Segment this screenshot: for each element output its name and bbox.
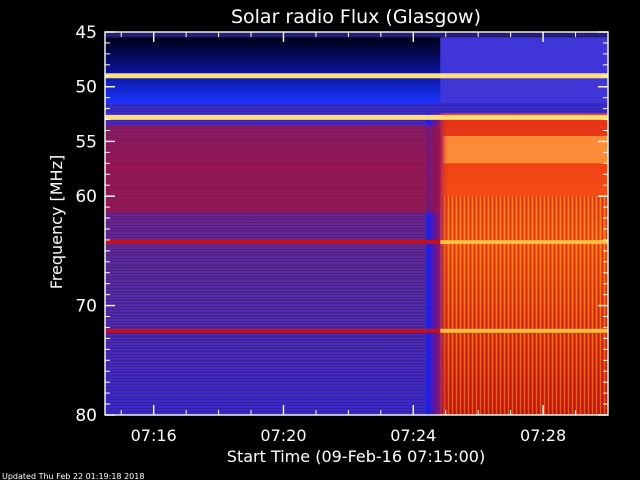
y-axis-label: Frequency [MHz] [47, 155, 66, 289]
burst-fine-structure [440, 196, 608, 415]
quiet-band-left [105, 37, 441, 104]
axes: 07:16 07:20 07:24 07:28 45 50 55 60 70 80 [75, 23, 609, 445]
quiet-band-right [440, 37, 608, 104]
interference-band-hot-3 [440, 240, 608, 245]
y-tick-label: 45 [75, 23, 97, 43]
x-axis-label: Start Time (09-Feb-16 07:15:00) [227, 447, 485, 466]
y-tick-label: 50 [75, 78, 97, 98]
chart-title: Solar radio Flux (Glasgow) [231, 6, 481, 28]
updated-footer: Updated Thu Feb 22 01:19:18 2018 [2, 472, 144, 480]
y-tick-label: 70 [75, 297, 97, 317]
x-tick-label: 07:20 [260, 426, 306, 445]
plot-frame [104, 31, 609, 416]
interference-band-2 [105, 114, 608, 120]
y-tick-label: 80 [75, 406, 97, 426]
burst-peak-band [443, 135, 608, 164]
left-enhanced-band [105, 125, 441, 213]
y-tick-label: 55 [75, 132, 97, 152]
interference-band-hot-4 [440, 328, 608, 333]
y-tick-label: 60 [75, 187, 97, 207]
interference-band-1 [105, 73, 608, 79]
interference-band-4 [105, 328, 608, 333]
spectrogram-image [105, 32, 608, 415]
x-tick-label: 07:16 [131, 426, 177, 445]
x-tick-label: 07:28 [520, 426, 566, 445]
interference-band-3 [105, 240, 608, 245]
x-tick-label: 07:24 [390, 426, 436, 445]
